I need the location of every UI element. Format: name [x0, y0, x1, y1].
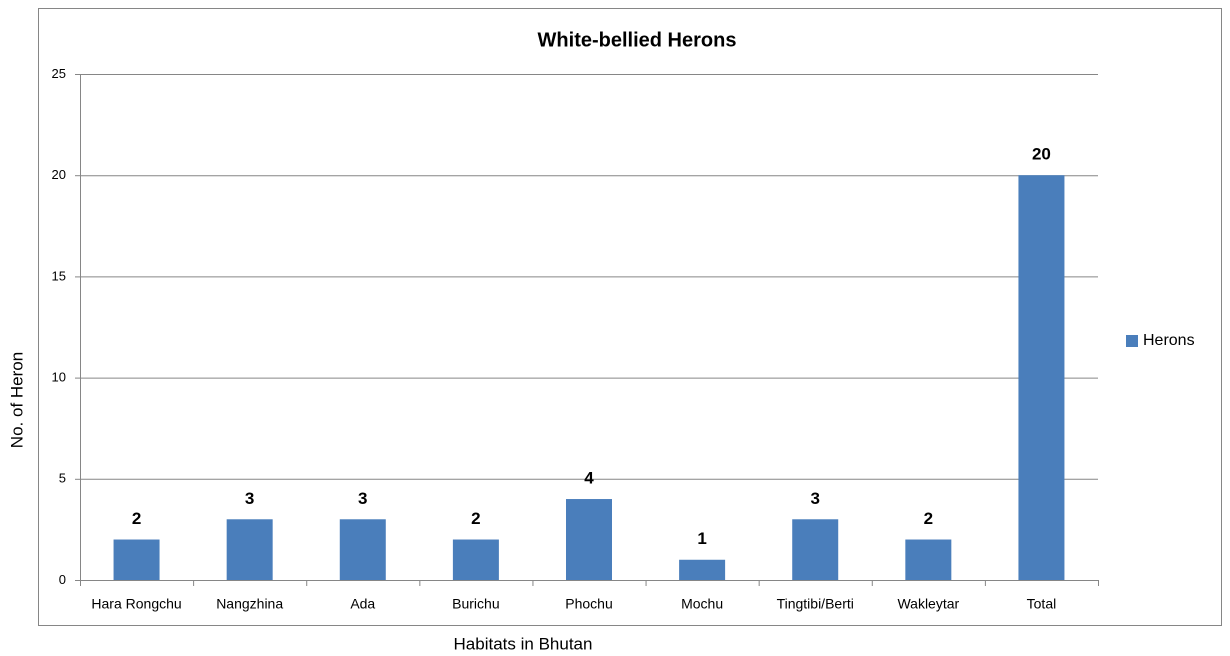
data-label: 2	[924, 509, 933, 528]
bar	[679, 559, 726, 580]
bar	[905, 539, 952, 580]
x-tick-label: Phochu	[565, 596, 612, 612]
y-tick-label: 20	[52, 167, 66, 182]
data-label: 3	[245, 489, 254, 508]
data-label: 4	[584, 469, 594, 488]
bar	[566, 499, 612, 580]
data-label: 2	[132, 509, 141, 528]
x-tick-label: Hara Rongchu	[91, 596, 181, 612]
bar	[113, 539, 160, 580]
y-tick-label: 25	[52, 66, 66, 81]
y-tick-label: 10	[52, 370, 66, 385]
legend-label: Herons	[1143, 332, 1195, 349]
y-tick-label: 15	[52, 268, 66, 283]
bar	[226, 519, 273, 580]
x-tick-label: Nangzhina	[216, 596, 283, 612]
bar	[452, 539, 499, 580]
chart-title: White-bellied Herons	[538, 29, 737, 51]
data-label: 20	[1032, 145, 1051, 164]
y-tick-label: 0	[59, 572, 66, 587]
bar	[339, 519, 386, 580]
x-axis-label: Habitats in Bhutan	[454, 634, 593, 653]
x-tick-label: Total	[1027, 596, 1057, 612]
data-label: 2	[471, 509, 480, 528]
bar	[792, 519, 839, 580]
data-label: 1	[697, 529, 706, 548]
y-axis-label: No. of Heron	[7, 352, 26, 448]
x-tick-label: Tingtibi/Berti	[777, 596, 854, 612]
y-tick-label: 5	[59, 471, 66, 486]
bar	[1018, 175, 1065, 580]
x-tick-label: Mochu	[681, 596, 723, 612]
x-tick-label: Burichu	[452, 596, 499, 612]
x-tick-label: Wakleytar	[897, 596, 959, 612]
data-label: 3	[358, 489, 367, 508]
x-tick-label: Ada	[350, 596, 375, 612]
legend-swatch	[1126, 335, 1138, 347]
data-label: 3	[810, 489, 819, 508]
